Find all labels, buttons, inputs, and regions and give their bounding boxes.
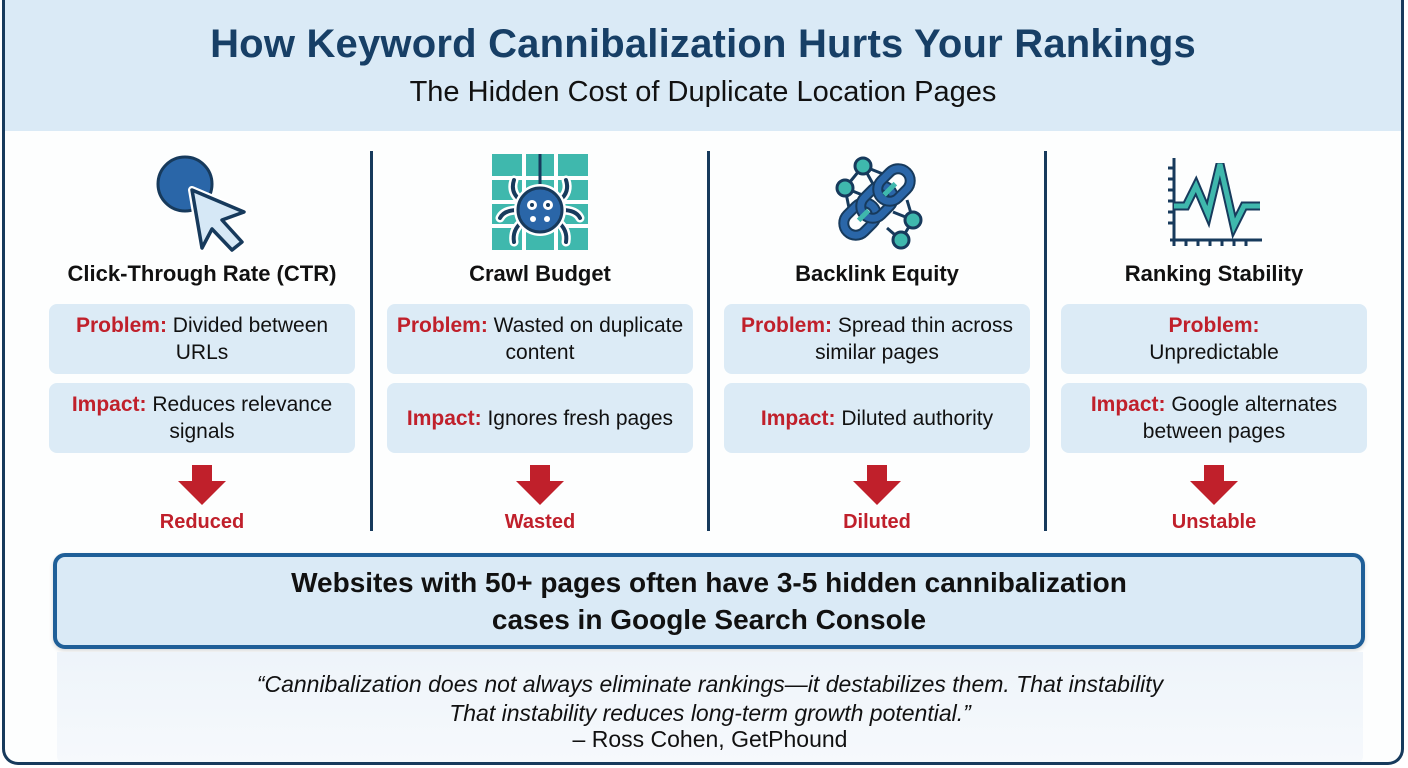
page-title: How Keyword Cannibalization Hurts Your R…: [210, 22, 1196, 66]
problem-label: Problem:: [1168, 314, 1260, 337]
impact-box: Impact: Diluted authority: [724, 383, 1030, 453]
problem-box: Problem: Unpredictable: [1061, 304, 1367, 374]
header-banner: How Keyword Cannibalization Hurts Your R…: [5, 0, 1401, 131]
outcome-label: Unstable: [1171, 511, 1257, 533]
impact-label: Impact:: [71, 393, 147, 416]
column-ranking-stability: Ranking Stability Problem: Unpredictable…: [1047, 131, 1381, 541]
problem-text: Divided between URLs: [166, 314, 329, 364]
impact-box: Impact: Ignores fresh pages: [387, 383, 693, 453]
impact-box: Impact: Google alternates between pages: [1061, 383, 1367, 453]
impact-text: Reduces relevance signals: [146, 393, 333, 443]
statistic-line-1: Websites with 50+ pages often have 3-5 h…: [291, 567, 1127, 598]
cursor-click-icon: [156, 155, 248, 252]
outcome-label: Diluted: [843, 511, 911, 533]
impact-label: Impact:: [1090, 393, 1166, 416]
problem-text: Spread thin across similar pages: [815, 314, 1013, 364]
problem-box: Problem: Divided between URLs: [49, 304, 355, 374]
problem-box: Problem: Wasted on duplicate content: [387, 304, 693, 374]
column-ctr: Click-Through Rate (CTR) Problem: Divide…: [35, 131, 369, 541]
factor-columns: Click-Through Rate (CTR) Problem: Divide…: [5, 131, 1401, 541]
problem-label: Problem:: [396, 314, 488, 337]
quote-line-2: That instability reduces long-term growt…: [449, 700, 971, 726]
column-crawl-budget: Crawl Budget Problem: Wasted on duplicat…: [373, 131, 707, 541]
down-arrow-icon: [516, 465, 564, 505]
quote-block: “Cannibalization does not always elimina…: [57, 652, 1363, 762]
page-subtitle: The Hidden Cost of Duplicate Location Pa…: [409, 76, 997, 108]
column-title: Crawl Budget: [469, 261, 611, 286]
chain-link-network-icon: [835, 156, 923, 250]
quote-text: “Cannibalization does not always elimina…: [57, 670, 1363, 728]
impact-text: Diluted authority: [835, 406, 994, 430]
volatile-line-chart-icon: [1168, 158, 1262, 246]
problem-box: Problem: Spread thin across similar page…: [724, 304, 1030, 374]
outcome-label: Wasted: [504, 511, 576, 533]
impact-text: Ignores fresh pages: [481, 406, 674, 430]
down-arrow-icon: [178, 465, 226, 505]
impact-label: Impact:: [406, 406, 482, 430]
impact-text: Google alternates between pages: [1142, 393, 1338, 443]
spider-crawler-icon: [492, 154, 588, 250]
column-divider: [1044, 151, 1047, 531]
problem-text: Wasted on duplicate content: [487, 314, 684, 364]
column-title: Click-Through Rate (CTR): [67, 261, 337, 286]
column-backlink-equity: Backlink Equity Problem: Spread thin acr…: [710, 131, 1044, 541]
quote-attribution: – Ross Cohen, GetPhound: [572, 726, 848, 752]
impact-label: Impact:: [760, 406, 836, 430]
problem-label: Problem:: [75, 314, 167, 337]
down-arrow-icon: [1190, 465, 1238, 505]
column-divider: [707, 151, 710, 531]
impact-box: Impact: Reduces relevance signals: [49, 383, 355, 453]
statistic-line-2: cases in Google Search Console: [491, 604, 927, 635]
quote-line-1: “Cannibalization does not always elimina…: [256, 671, 1164, 697]
column-title: Ranking Stability: [1124, 261, 1304, 286]
outcome-label: Reduced: [159, 511, 245, 533]
column-divider: [370, 151, 373, 531]
problem-label: Problem:: [741, 314, 833, 337]
down-arrow-icon: [853, 465, 901, 505]
problem-text: Unpredictable: [1149, 341, 1279, 364]
statistic-callout: Websites with 50+ pages often have 3-5 h…: [53, 553, 1365, 649]
column-title: Backlink Equity: [795, 261, 959, 286]
